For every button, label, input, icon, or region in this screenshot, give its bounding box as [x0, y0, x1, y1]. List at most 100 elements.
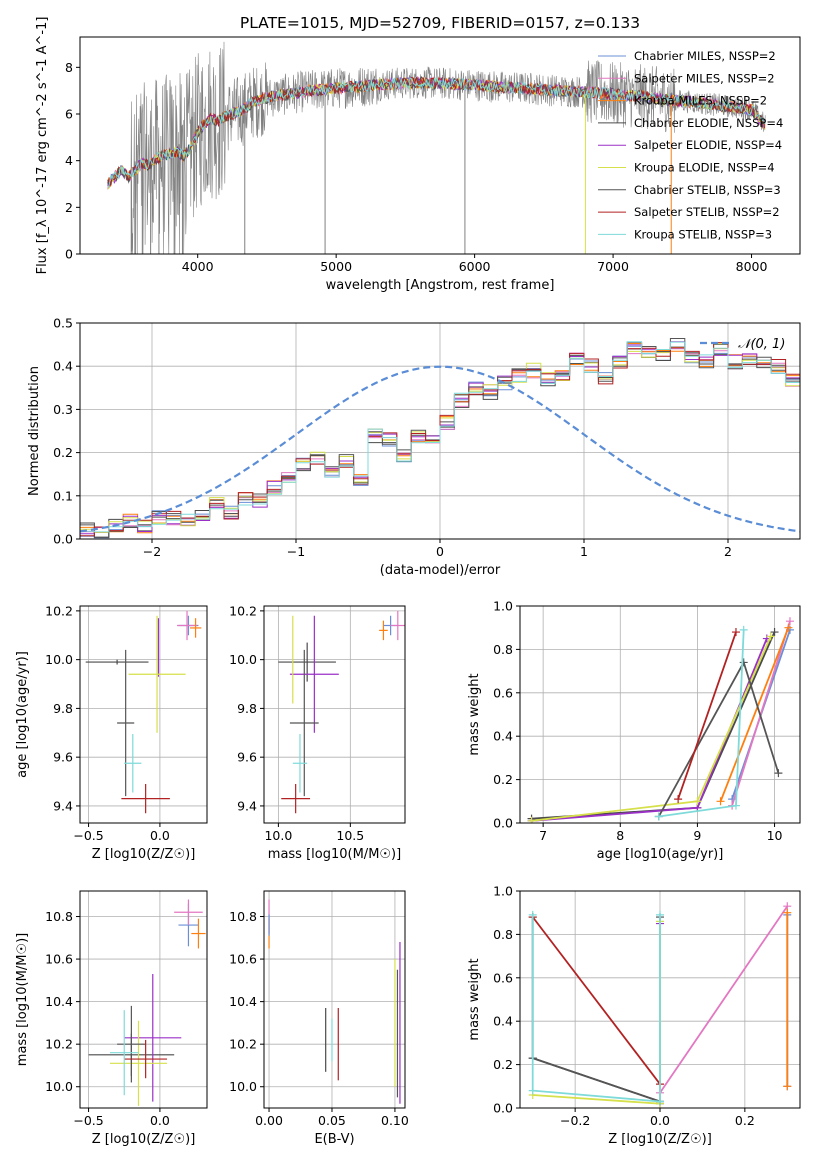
- y-tick-label: 8: [65, 60, 73, 75]
- x-axis-label: E(B-V): [314, 1132, 354, 1147]
- y-tick-label: 10.0: [229, 652, 257, 667]
- axes-frame: [263, 890, 406, 1109]
- y-tick-label: 0: [65, 247, 73, 262]
- x-tick-label: 7000: [597, 259, 629, 274]
- y-tick-label: 0.0: [53, 532, 73, 547]
- y-tick-label: 9.6: [237, 750, 257, 765]
- plot-content: [85, 610, 202, 814]
- plot-content: [268, 899, 401, 1104]
- x-tick-label: 0.0: [150, 1113, 170, 1128]
- y-tick-label: 0.2: [493, 1057, 513, 1072]
- x-tick-label: −1: [287, 544, 305, 559]
- axes-frame: [79, 36, 801, 255]
- x-tick-label: 0.10: [381, 1113, 409, 1128]
- series-line: [531, 917, 661, 1103]
- y-tick-label: 9.8: [53, 701, 73, 716]
- series-line: [531, 916, 661, 1085]
- legend-entry: Chabrier ELODIE, NSSP=4: [634, 116, 783, 130]
- panel-mass_vs_Z: −0.5 0.0 10.0 10.2 10.4 10.6 10.8 Z [log10(Z/Z☉…: [15, 890, 208, 1147]
- y-tick-label: 0.2: [53, 445, 73, 460]
- x-tick-label: 6000: [459, 259, 491, 274]
- x-tick-label: 10.5: [336, 828, 364, 843]
- x-tick-label: −0.2: [560, 1113, 590, 1128]
- series-line: [658, 629, 745, 818]
- data-point-marker: [656, 910, 664, 919]
- data-point-marker: [783, 1082, 792, 1091]
- data-point-marker: [674, 795, 683, 804]
- series-line: [719, 627, 790, 802]
- data-point-marker: [654, 812, 663, 821]
- x-axis-label: (data-model)/error: [380, 563, 501, 578]
- legend-entry: Salpeter ELODIE, NSSP=4: [634, 138, 782, 152]
- x-tick-label: 1: [580, 544, 588, 559]
- y-axis-label: Normed distribution: [27, 366, 42, 496]
- plot-content: [88, 899, 206, 1106]
- data-point-marker: [739, 658, 748, 667]
- panel-mass_vs_EBV: 0.00 0.05 0.10 10.0 10.2 10.4 10.6 10.8 E(B-V): [229, 890, 409, 1147]
- y-tick-label: 10.4: [45, 994, 73, 1009]
- y-tick-label: 1.0: [493, 884, 513, 899]
- series-line: [658, 660, 780, 817]
- x-axis-label: wavelength [Angstrom, rest frame]: [326, 278, 555, 293]
- legend-entry: Kroupa ELODIE, NSSP=4: [634, 161, 775, 175]
- panel-spectrum: 4000 5000 6000 7000 8000 0 2 4 6 8 wavelength [Ang…: [35, 17, 801, 293]
- plot-content: [528, 902, 792, 1108]
- x-tick-label: 7: [539, 828, 547, 843]
- series-line: [531, 914, 661, 1103]
- legend-entry: Kroupa MILES, NSSP=2: [634, 94, 767, 108]
- plot-content: [80, 338, 800, 539]
- series-line: [659, 905, 789, 1094]
- x-axis-label: Z [log10(Z/Z☉)]: [92, 847, 196, 862]
- histogram-step: [80, 341, 800, 533]
- y-tick-label: 2: [65, 200, 73, 215]
- panel-age_vs_Z: −0.5 0.0 9.4 9.6 9.8 10.0 10.2 Z [log10(Z/Z☉)] a…: [15, 603, 208, 862]
- series-line: [532, 1057, 661, 1103]
- legend-entry: Kroupa STELIB, NSSP=3: [634, 227, 772, 241]
- axes-frame: [79, 605, 208, 824]
- x-tick-label: −2: [143, 544, 161, 559]
- x-tick-label: 4000: [182, 259, 214, 274]
- y-tick-label: 0.1: [53, 488, 73, 503]
- x-tick-label: 8000: [736, 259, 768, 274]
- histogram-step: [80, 343, 800, 534]
- spectrum-legend: Chabrier MILES, NSSP=2 Salpeter MILES, NS…: [598, 49, 783, 241]
- x-tick-label: 10: [767, 828, 783, 843]
- x-tick-label: 0.00: [255, 1113, 283, 1128]
- x-tick-label: 0.0: [650, 1113, 670, 1128]
- y-tick-label: 10.2: [45, 1037, 73, 1052]
- y-axis-label: Flux [f_λ 10^-17 erg cm^-2 s^-1 A^-1]: [35, 17, 50, 275]
- spectrum-model-line: [107, 76, 766, 189]
- y-tick-label: 0.8: [493, 927, 513, 942]
- y-tick-label: 0.5: [53, 316, 73, 331]
- data-point-marker: [785, 617, 794, 626]
- axes-frame: [519, 605, 801, 824]
- y-tick-label: 10.2: [229, 603, 257, 618]
- y-tick-label: 10.0: [45, 652, 73, 667]
- series-line: [731, 620, 791, 806]
- data-point-marker: [731, 801, 740, 810]
- legend-entry: 𝒩(0, 1): [738, 337, 785, 352]
- y-tick-label: 1.0: [493, 599, 513, 614]
- x-tick-label: 0: [436, 544, 444, 559]
- y-tick-label: 10.6: [229, 952, 257, 967]
- x-tick-label: 0.05: [318, 1113, 346, 1128]
- histogram-step: [80, 348, 800, 533]
- y-tick-label: 0.6: [493, 970, 513, 985]
- chart-title: PLATE=1015, MJD=52709, FIBERID=0157, z=0…: [240, 14, 640, 32]
- y-axis-label: mass [log10(M/M☉)]: [15, 933, 30, 1066]
- y-tick-label: 10.2: [45, 603, 73, 618]
- y-axis-label: mass weight: [467, 673, 482, 755]
- y-tick-label: 10.8: [45, 909, 73, 924]
- y-tick-label: 10.0: [229, 1079, 257, 1094]
- y-tick-label: 0.4: [493, 1014, 513, 1029]
- y-tick-label: 0.2: [493, 772, 513, 787]
- plot-content: [278, 610, 405, 814]
- series-line: [531, 631, 776, 820]
- y-tick-label: 9.8: [237, 701, 257, 716]
- y-tick-label: 0.0: [493, 816, 513, 831]
- data-point-marker: [693, 797, 702, 806]
- series-line: [677, 631, 737, 800]
- x-axis-label: mass [log10(M/M☉)]: [268, 847, 401, 862]
- x-tick-label: 5000: [320, 259, 352, 274]
